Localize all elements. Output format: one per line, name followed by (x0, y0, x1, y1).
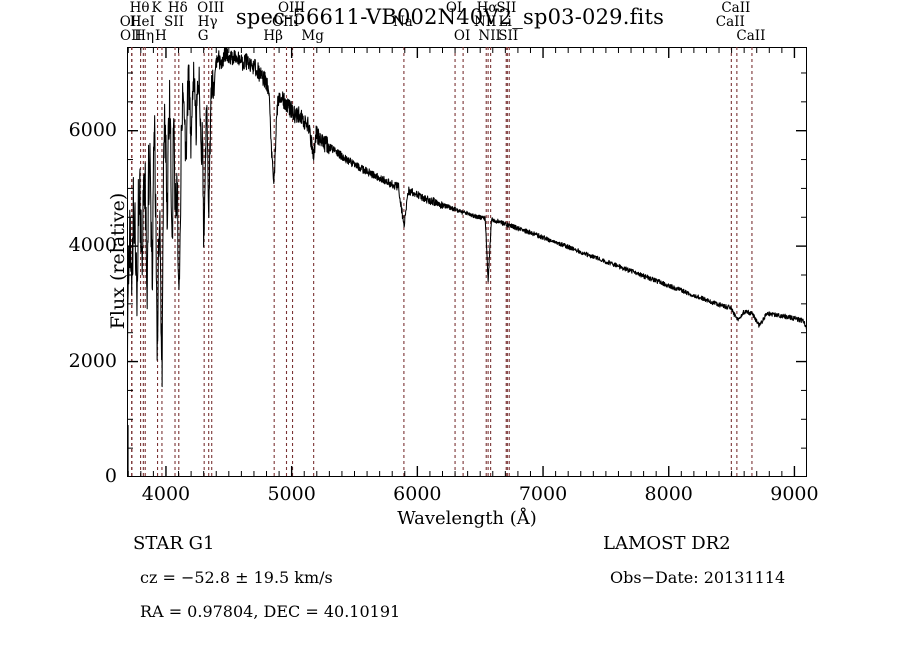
x-tick-6000: 6000 (393, 483, 442, 505)
line-label-sii: SII (498, 28, 519, 44)
y-tick-6000: 6000 (68, 118, 117, 141)
line-label-k: K (151, 0, 162, 16)
y-tick-4000: 4000 (68, 234, 117, 257)
line-label-hγ: Hγ (197, 14, 218, 30)
line-label-oiii: OIII (271, 14, 300, 30)
x-tick-8000: 8000 (644, 483, 693, 505)
line-label-oiii: OIII (277, 0, 306, 16)
coordinates: RA = 0.97804, DEC = 40.10191 (140, 602, 401, 621)
plot-area: OII OII Hθ Hη HeI K H SII Hδ G Hγ OIII Hβ OIII OIII Mg N… (120, 1, 807, 477)
y-axis-label: Flux (relative) (107, 192, 129, 330)
plot-frame (127, 47, 807, 477)
line-label-hη: Hη (134, 28, 155, 44)
survey-name: LAMOST DR2 (603, 533, 731, 554)
line-label-mg: Mg (301, 28, 324, 44)
spectrum-canvas (127, 47, 807, 477)
line-label-na: Na (392, 14, 413, 30)
line-label-nii: NII (478, 28, 501, 44)
x-tick-7000: 7000 (518, 483, 568, 505)
line-label-oii: OII (119, 14, 142, 30)
cz-value: cz = −52.8 ± 19.5 km/s (140, 568, 333, 587)
line-label-caii: CaII (736, 28, 766, 44)
object-type: STAR G1 (133, 533, 215, 554)
x-tick-4000: 4000 (141, 483, 191, 505)
line-label-caii: CaII (721, 0, 751, 16)
page-title: spec-56611-VB002N40V2_sp03-029.fits (235, 5, 665, 29)
line-label-li: Li (498, 14, 512, 30)
y-tick-2000: 2000 (68, 349, 117, 372)
line-label-hθ: Hθ (129, 0, 150, 16)
x-tick-5000: 5000 (267, 483, 316, 505)
line-label-h: H (155, 28, 167, 44)
line-label-nii: NII (473, 14, 497, 30)
line-label-oi: OI (445, 0, 463, 16)
line-label-hβ: Hβ (263, 28, 283, 44)
line-label-caii: CaII (715, 14, 745, 30)
line-label-hδ: Hδ (167, 0, 188, 16)
line-label-oii: OII (120, 28, 142, 44)
obs-date: Obs−Date: 20131114 (610, 568, 786, 587)
y-tick-0: 0 (104, 465, 117, 487)
spectrum-trace (127, 47, 807, 437)
line-label-g: G (197, 28, 209, 44)
x-tick-9000: 9000 (770, 483, 819, 505)
x-axis-label: Wavelength (Å) (397, 508, 537, 529)
line-label-sii: SII (164, 14, 184, 30)
line-label-oiii: OIII (197, 0, 225, 16)
line-label-hei: HeI (129, 14, 155, 30)
line-label-hα: Hα (476, 0, 498, 16)
line-label-oi: OI (453, 28, 471, 44)
line-label-sii: SII (496, 0, 517, 16)
